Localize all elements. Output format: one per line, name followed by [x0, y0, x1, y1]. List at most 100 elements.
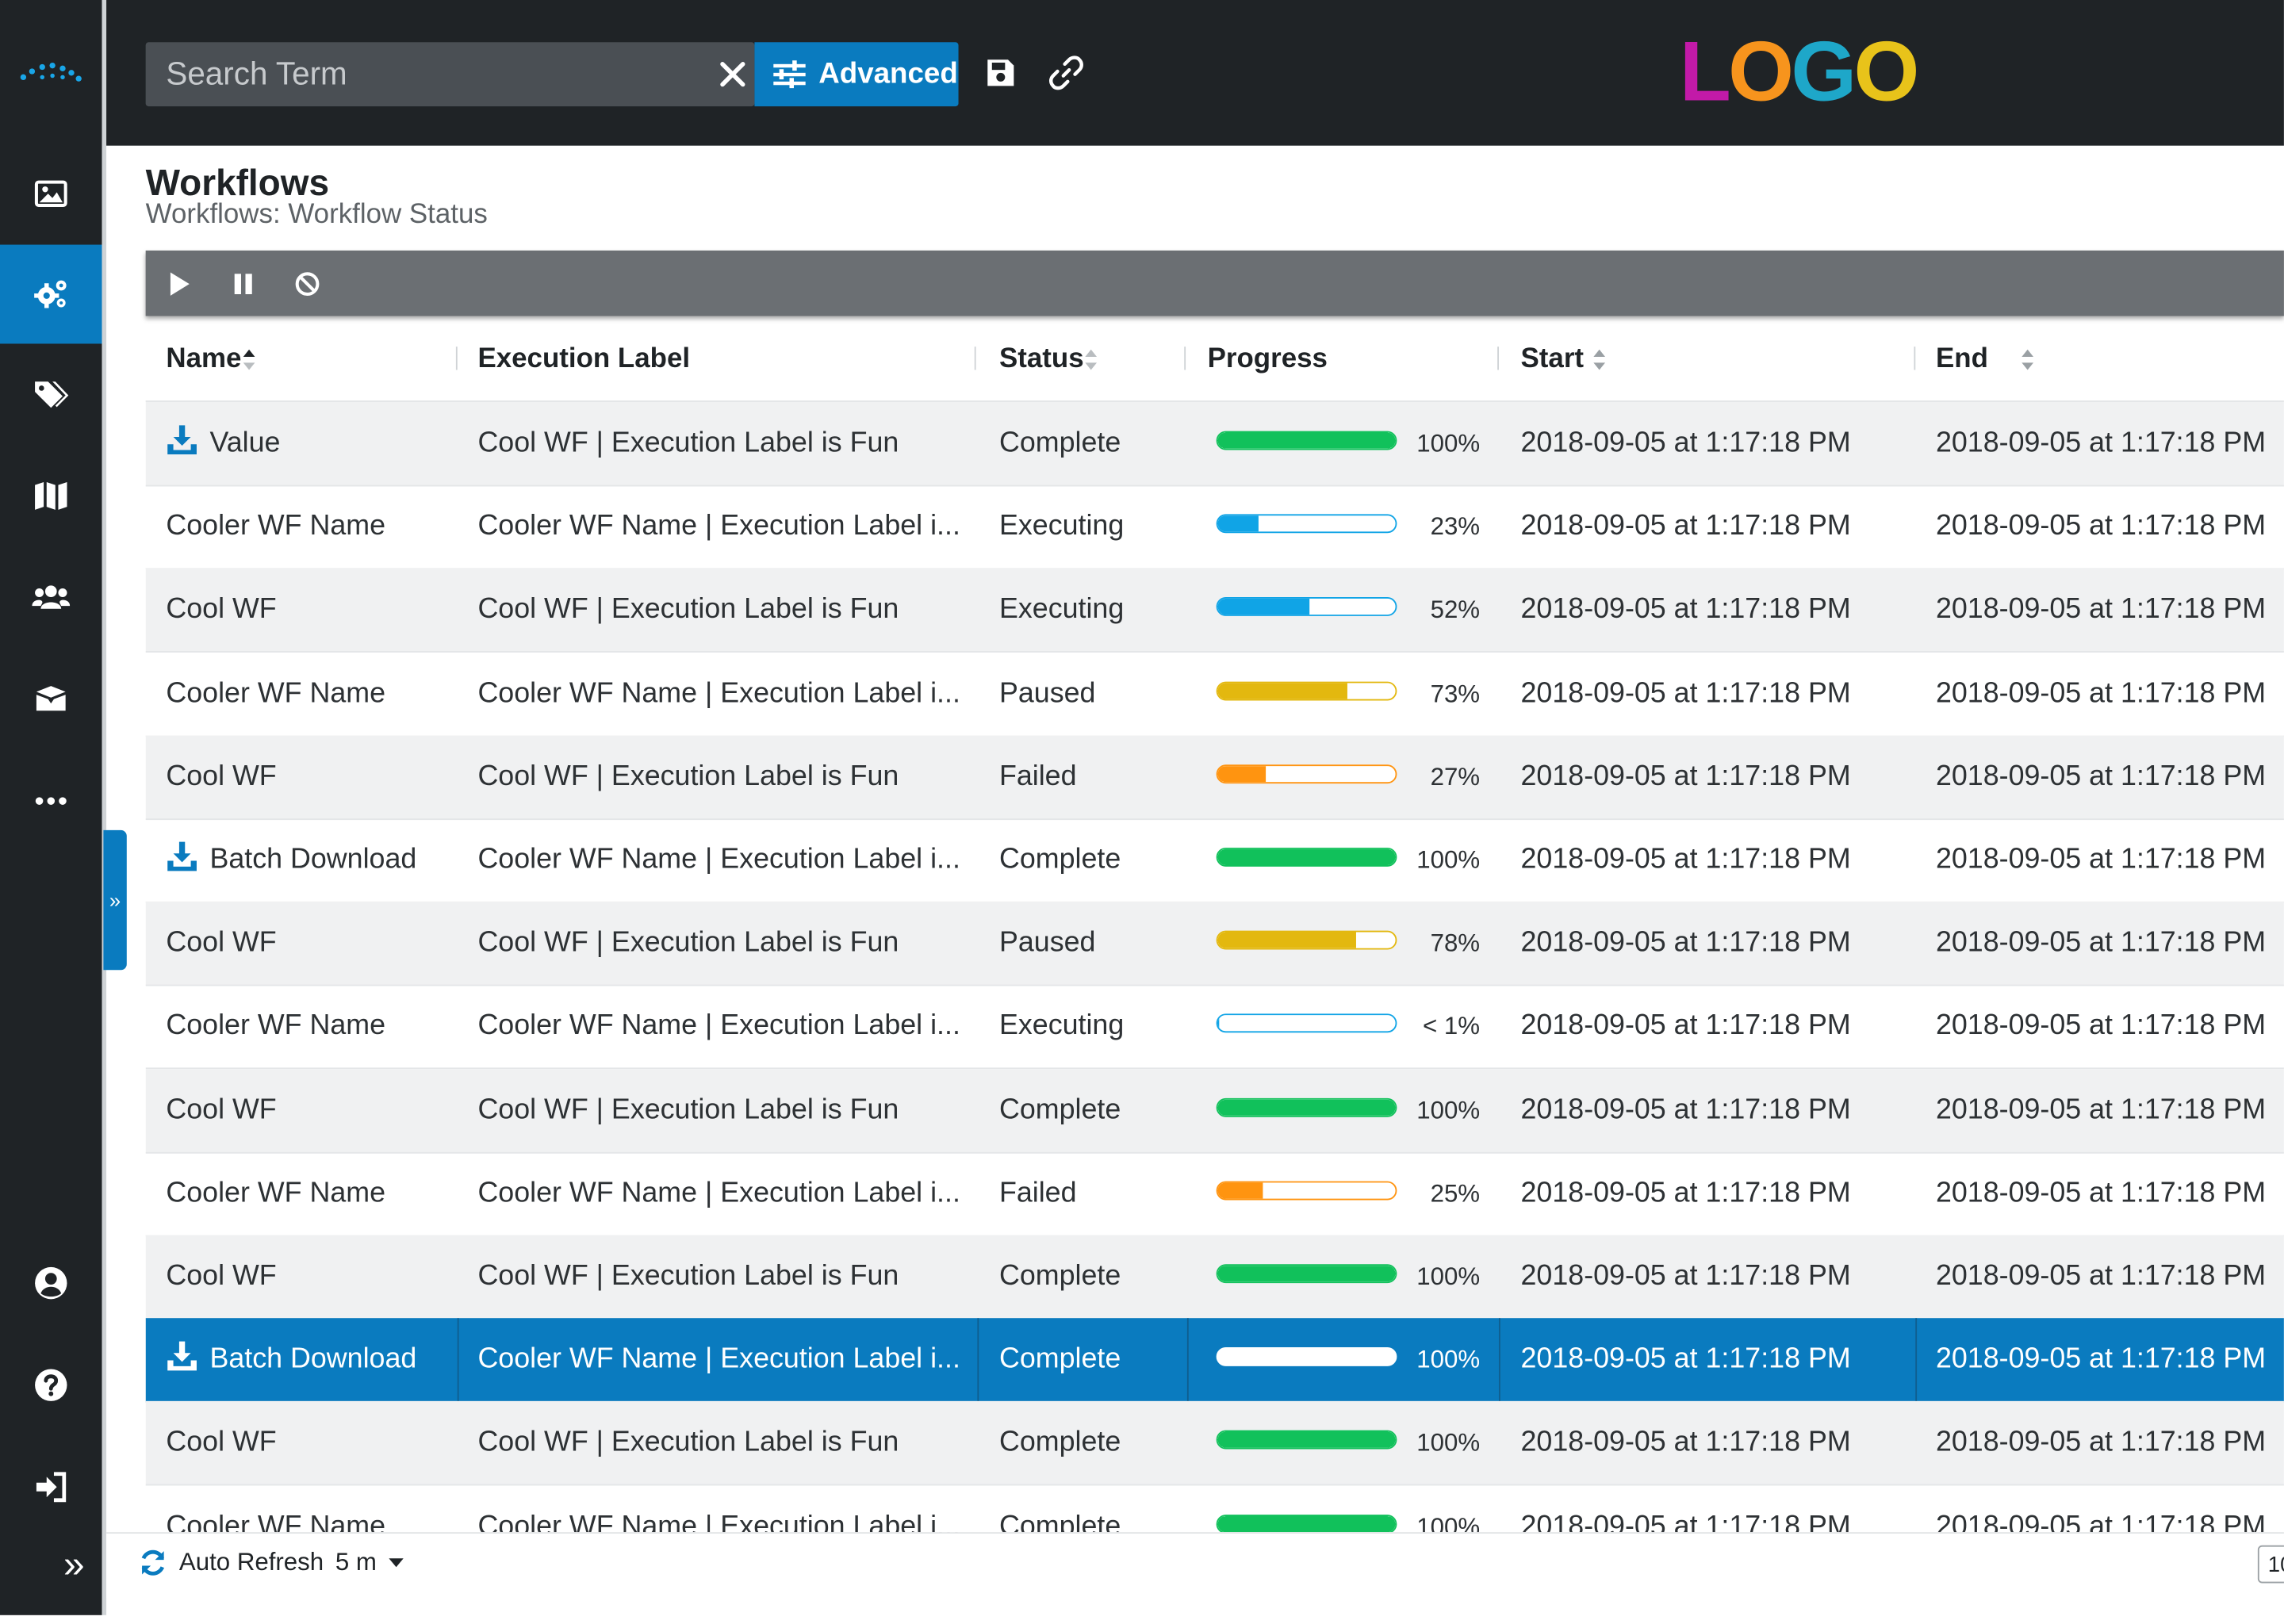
status-text: Complete	[998, 1509, 1121, 1533]
cell-name: Cool WF	[166, 1068, 276, 1151]
progress-percent: 100%	[1416, 1429, 1481, 1457]
status-text: Complete	[998, 1426, 1121, 1459]
cell-end-time: 2018-09-05 at 1:17:18 PM	[1935, 510, 2267, 542]
progress-fill	[1217, 765, 1266, 782]
status-text: Executing	[998, 510, 1125, 542]
workflow-name[interactable]: Cool WF	[166, 1259, 277, 1293]
sidebar-item-users[interactable]	[0, 548, 102, 647]
column-label: End	[1935, 343, 1988, 375]
progress-percent: 78%	[1430, 929, 1481, 958]
column-header-name[interactable]: Name	[166, 320, 255, 400]
top-bar: Advanced LOGO	[106, 0, 2284, 146]
play-button[interactable]	[160, 265, 198, 303]
brand-logo[interactable]	[0, 0, 102, 143]
column-header-progress[interactable]: Progress	[1208, 320, 1328, 400]
sidebar-item-workflows[interactable]	[0, 244, 102, 344]
cell-start-time: 2018-09-05 at 1:17:18 PM	[1520, 427, 1851, 459]
logo-letter-o1: O	[1728, 25, 1794, 120]
column-header-end[interactable]: End	[1936, 320, 2035, 400]
table-row[interactable]: Cool WF Cool WF | Execution Label is Fun C…	[145, 1401, 2284, 1487]
table-row[interactable]: Cooler WF Name Cooler WF Name | Execution…	[146, 1485, 2284, 1533]
progress-percent: 52%	[1430, 596, 1481, 624]
progress-percent: 27%	[1430, 763, 1481, 791]
sidebar-item-more[interactable]	[0, 752, 102, 851]
workflow-name[interactable]: Cool WF	[166, 593, 277, 626]
column-header-status[interactable]: Status	[999, 320, 1098, 400]
ellipsis-icon	[35, 797, 67, 805]
auto-refresh-control[interactable]: Auto Refresh 5 m	[138, 1548, 403, 1577]
workflow-name[interactable]: Cool WF	[166, 1426, 277, 1459]
download-icon	[167, 425, 197, 455]
status-text: Complete	[998, 427, 1121, 459]
column-divider	[455, 347, 458, 370]
column-label: Name	[166, 343, 242, 375]
sidebar-item-map[interactable]	[0, 446, 102, 545]
table-row[interactable]: Cool WF Cool WF | Execution Label is Fun F…	[145, 735, 2284, 820]
table-row[interactable]: Value Cool WF | Execution Label is Fun Com…	[145, 401, 2284, 487]
sidebar-item-help[interactable]	[0, 1335, 102, 1434]
table-row[interactable]: Batch Download Cooler WF Name | Execution…	[145, 818, 2284, 903]
cell-name: Cooler WF Name	[166, 652, 385, 735]
search-input[interactable]	[145, 42, 699, 107]
progress-percent: 100%	[1416, 429, 1481, 458]
table-body: Value Cool WF | Execution Label is Fun Com…	[145, 401, 2284, 1533]
table-row[interactable]: Cooler WF Name Cooler WF Name | Execution…	[145, 985, 2284, 1070]
workflow-name[interactable]: Cool WF	[166, 760, 277, 792]
table-row[interactable]: Cooler WF Name Cooler WF Name | Execution…	[145, 485, 2284, 570]
table-row[interactable]: Cool WF Cool WF | Execution Label is Fun E…	[145, 569, 2284, 653]
sidebar-collapse-button[interactable]: »	[63, 1542, 85, 1586]
workflow-name[interactable]: Batch Download	[209, 1342, 417, 1376]
search-box	[145, 42, 755, 107]
sidebar-expand-tab[interactable]: »	[103, 829, 127, 971]
progress-bar	[1216, 1014, 1397, 1033]
sidebar-item-logout[interactable]	[0, 1438, 102, 1537]
table-row[interactable]: Cooler WF Name Cooler WF Name | Execution…	[145, 1151, 2284, 1236]
workflow-name[interactable]: Cool WF	[166, 1093, 277, 1126]
workflow-name[interactable]: Value	[209, 427, 281, 459]
sidebar-item-account[interactable]	[0, 1234, 102, 1333]
workflow-name[interactable]: Batch Download	[209, 843, 417, 875]
workflow-name[interactable]: Cooler WF Name	[166, 1009, 386, 1042]
progress-bar	[1216, 1264, 1397, 1284]
workflow-name[interactable]: Cool WF	[166, 926, 277, 959]
workflow-name[interactable]: Cooler WF Name	[166, 510, 386, 542]
advanced-search-button[interactable]: Advanced	[754, 42, 959, 107]
column-divider	[974, 347, 976, 370]
auto-refresh-label: Auto Refresh	[178, 1548, 324, 1576]
sidebar-item-inbox[interactable]	[0, 649, 102, 749]
refresh-interval-select[interactable]: 5 m	[335, 1548, 377, 1576]
status-text: Complete	[998, 843, 1121, 875]
progress-percent: 100%	[1416, 1096, 1481, 1124]
progress-bar	[1216, 1514, 1397, 1533]
cell-end-time: 2018-09-05 at 1:17:18 PM	[1935, 676, 2267, 709]
column-header-execution-label[interactable]: Execution Label	[477, 320, 690, 400]
cell-name: Value	[166, 402, 280, 485]
cancel-button[interactable]	[289, 265, 327, 303]
share-link-button[interactable]	[1046, 52, 1086, 93]
footer-bar: Auto Refresh 5 m 10	[106, 1532, 2284, 1598]
table-row[interactable]: Cool WF Cool WF | Execution Label is Fun P…	[145, 902, 2284, 986]
progress-fill	[1217, 1515, 1396, 1532]
workflow-name[interactable]: Cooler WF Name	[166, 676, 386, 709]
pause-button[interactable]	[224, 265, 263, 303]
page-size-select[interactable]: 10	[2257, 1545, 2284, 1584]
status-text: Executing	[998, 1009, 1125, 1042]
sidebar-item-tags[interactable]	[0, 345, 102, 444]
cell-end-time: 2018-09-05 at 1:17:18 PM	[1935, 926, 2267, 959]
clear-search-button[interactable]	[714, 54, 752, 94]
table-row[interactable]: Batch Download Cooler WF Name | Execution…	[145, 1318, 2284, 1404]
advanced-label: Advanced	[818, 57, 958, 90]
table-row[interactable]: Cool WF Cool WF | Execution Label is Fun C…	[145, 1068, 2284, 1153]
cell-start-time: 2018-09-05 at 1:17:18 PM	[1520, 1342, 1851, 1376]
sidebar-item-images[interactable]	[0, 144, 102, 243]
table-row[interactable]: Cooler WF Name Cooler WF Name | Execution…	[145, 652, 2284, 737]
brand-dots-icon	[20, 62, 82, 82]
progress-percent: 100%	[1416, 1346, 1481, 1374]
gears-icon	[34, 280, 67, 308]
table-row[interactable]: Cool WF Cool WF | Execution Label is Fun C…	[145, 1235, 2284, 1320]
workflow-name[interactable]: Cooler WF Name	[166, 1176, 386, 1209]
workflow-name[interactable]: Cooler WF Name	[166, 1509, 386, 1533]
save-search-button[interactable]	[980, 52, 1021, 93]
cell-name: Cool WF	[166, 1402, 276, 1485]
column-header-start[interactable]: Start	[1521, 320, 1608, 400]
